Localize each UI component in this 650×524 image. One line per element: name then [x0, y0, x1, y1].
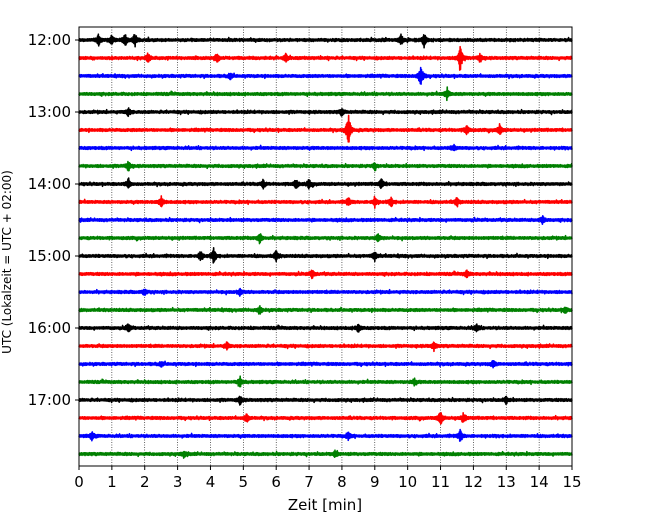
seismic-trace	[78, 195, 573, 209]
x-tick-label: 15	[562, 473, 581, 491]
seismic-trace	[78, 305, 573, 315]
seismic-trace	[78, 114, 573, 143]
x-axis-label: Zeit [min]	[288, 496, 362, 514]
y-tick-label: 16:00	[28, 319, 71, 337]
grid-lines	[111, 27, 540, 466]
seismic-trace	[78, 341, 573, 353]
x-tick-label: 9	[370, 473, 380, 491]
y-tick-label: 13:00	[28, 103, 71, 121]
seismic-trace	[78, 269, 573, 280]
seismic-trace	[78, 214, 573, 226]
seismic-trace	[78, 45, 573, 71]
seismic-trace	[78, 143, 573, 152]
trace-lines	[78, 33, 573, 459]
seismic-trace	[78, 359, 573, 369]
y-tick-label: 15:00	[28, 247, 71, 265]
seismic-trace	[78, 233, 573, 245]
seismic-trace	[78, 287, 573, 297]
x-axis-ticks: 0 1 2 3 4 5 6 7 8 9 10 11 12 13 14 15	[74, 466, 582, 491]
seismic-trace	[78, 86, 573, 102]
x-tick-label: 6	[271, 473, 281, 491]
y-tick-label: 14:00	[28, 175, 71, 193]
seismic-trace	[78, 395, 573, 406]
y-axis-label: UTC (Lokalzeit = UTC + 02:00)	[0, 170, 14, 354]
x-tick-label: 13	[497, 473, 516, 491]
x-tick-label: 1	[107, 473, 117, 491]
y-tick-label: 12:00	[28, 31, 71, 49]
seismic-trace	[78, 33, 573, 49]
x-tick-label: 7	[304, 473, 314, 491]
seismic-trace	[78, 449, 573, 459]
x-tick-label: 4	[206, 473, 216, 491]
y-axis-ticks: 12:00 13:00 14:00 15:00 16:00 17:00	[28, 31, 79, 409]
seismic-trace	[78, 107, 573, 118]
x-tick-label: 12	[464, 473, 483, 491]
x-tick-label: 3	[173, 473, 183, 491]
seismic-trace	[78, 247, 573, 264]
seismic-trace	[78, 323, 573, 333]
seismic-trace	[78, 411, 573, 425]
seismic-trace	[78, 428, 573, 442]
seismic-trace	[78, 177, 573, 190]
y-tick-label: 17:00	[28, 391, 71, 409]
x-tick-label: 14	[530, 473, 549, 491]
x-tick-label: 5	[239, 473, 249, 491]
x-tick-label: 2	[140, 473, 150, 491]
seismic-trace	[78, 66, 573, 85]
x-tick-label: 10	[398, 473, 417, 491]
x-tick-label: 0	[74, 473, 84, 491]
x-tick-label: 8	[337, 473, 347, 491]
x-tick-label: 11	[431, 473, 450, 491]
plot-frame	[78, 26, 573, 467]
seismic-trace	[78, 375, 573, 388]
seismic-trace	[78, 160, 573, 172]
